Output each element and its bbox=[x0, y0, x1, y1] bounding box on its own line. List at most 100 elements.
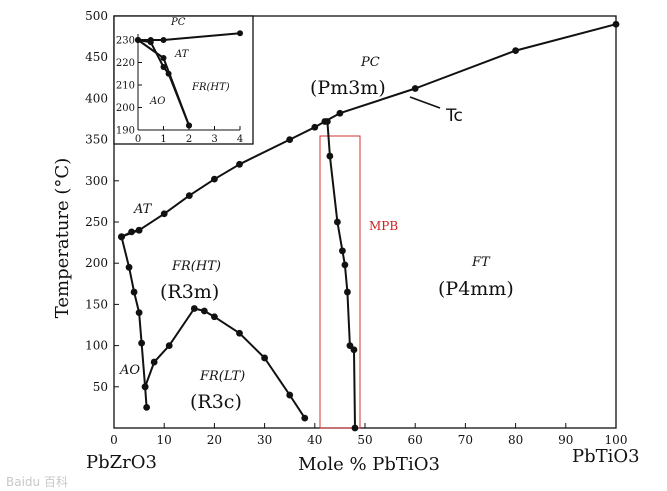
inset-data-point bbox=[160, 37, 167, 43]
label-ao: AO bbox=[119, 363, 140, 378]
y-tick-label: 50 bbox=[93, 380, 108, 394]
inset-label-at: AT bbox=[174, 49, 190, 60]
x-tick-label: 90 bbox=[558, 433, 573, 447]
data-point bbox=[512, 47, 519, 55]
x-tick-label: 70 bbox=[458, 433, 473, 447]
x-tick-label: 60 bbox=[408, 433, 423, 447]
x-axis: 0 10 20 30 40 50 60 70 80 90 100 bbox=[110, 423, 627, 447]
x-tick-label: 40 bbox=[307, 433, 322, 447]
y-tick-label: 200 bbox=[85, 256, 108, 270]
data-point bbox=[286, 136, 294, 144]
mpb-label: MPB bbox=[369, 219, 398, 233]
data-point bbox=[211, 313, 218, 321]
data-point bbox=[141, 383, 149, 391]
data-point bbox=[286, 391, 294, 399]
mpb-region bbox=[319, 135, 361, 429]
data-point bbox=[160, 210, 168, 218]
composition-label-left: PbZrO3 bbox=[86, 452, 157, 473]
x-tick-label: 20 bbox=[207, 433, 222, 447]
data-point bbox=[336, 109, 344, 117]
tc-label: Tc bbox=[445, 106, 463, 126]
x-tick-label: 10 bbox=[157, 433, 172, 447]
y-tick-label: 150 bbox=[85, 297, 108, 311]
data-point bbox=[143, 404, 151, 411]
y-axis-title: Temperature (°C) bbox=[52, 158, 73, 318]
y-tick-label: 500 bbox=[85, 9, 108, 23]
data-point bbox=[165, 342, 173, 349]
y-tick-label: 450 bbox=[85, 50, 108, 64]
data-point bbox=[411, 85, 419, 92]
data-point bbox=[190, 305, 198, 312]
inset-data-point bbox=[160, 64, 167, 70]
label-r3m: (R3m) bbox=[160, 281, 219, 303]
data-point bbox=[185, 192, 193, 200]
inset-data-point bbox=[147, 39, 154, 46]
inset-label-pc: PC bbox=[170, 17, 186, 28]
y-tick-label: 400 bbox=[85, 91, 108, 105]
data-point bbox=[150, 358, 158, 366]
inset-x-tick-label: 2 bbox=[186, 134, 192, 145]
inset-x-axis: 0 1 2 3 4 bbox=[135, 34, 243, 145]
phase-boundary-line bbox=[120, 235, 148, 409]
phase-boundary-line bbox=[326, 120, 356, 429]
data-point bbox=[344, 288, 351, 296]
y-tick-label: 100 bbox=[85, 339, 108, 353]
data-point bbox=[341, 261, 349, 269]
data-point bbox=[333, 218, 341, 226]
data-point bbox=[236, 329, 243, 337]
data-point bbox=[326, 152, 334, 160]
x-tick-label: 50 bbox=[357, 433, 372, 447]
label-at: AT bbox=[133, 202, 153, 217]
x-tick-label: 30 bbox=[257, 433, 272, 447]
watermark: Baidu 百科 bbox=[6, 475, 68, 489]
label-ft: FT bbox=[471, 255, 491, 270]
label-p4mm: (P4mm) bbox=[438, 278, 514, 300]
inset-data-point bbox=[135, 37, 141, 43]
y-tick-label: 250 bbox=[85, 215, 108, 229]
label-fr-ht: FR(HT) bbox=[171, 259, 221, 274]
inset-y-tick-label: 190 bbox=[116, 126, 135, 137]
series-layer bbox=[118, 20, 620, 432]
inset-x-tick-label: 4 bbox=[237, 134, 243, 145]
label-fr-lt: FR(LT) bbox=[199, 369, 245, 384]
data-point bbox=[125, 263, 133, 271]
tc-pointer bbox=[409, 96, 441, 109]
data-point bbox=[311, 123, 319, 131]
data-point bbox=[612, 20, 620, 28]
data-point bbox=[200, 307, 208, 315]
data-point bbox=[135, 226, 143, 234]
data-point bbox=[118, 233, 125, 241]
inset-label-fr-ht: FR(HT) bbox=[191, 82, 230, 93]
data-point bbox=[301, 414, 309, 422]
label-pm3m: (Pm3m) bbox=[310, 77, 386, 99]
label-r3c: (R3c) bbox=[190, 391, 242, 413]
inset-data-point bbox=[237, 30, 243, 37]
phase-boundary-line bbox=[144, 307, 306, 420]
data-point bbox=[211, 175, 218, 183]
inset-data-point bbox=[160, 55, 167, 61]
inset-y-tick-label: 230 bbox=[116, 36, 135, 47]
inset-series-layer bbox=[135, 30, 243, 129]
x-axis-title: Mole % PbTiO3 bbox=[298, 454, 440, 475]
data-point bbox=[128, 228, 135, 236]
data-point bbox=[350, 346, 358, 354]
x-tick-label: 100 bbox=[605, 433, 628, 447]
data-point bbox=[138, 339, 146, 347]
data-point bbox=[351, 424, 359, 432]
data-point bbox=[135, 309, 143, 317]
data-point bbox=[130, 288, 138, 296]
data-point bbox=[323, 118, 331, 125]
inset-data-point bbox=[186, 122, 192, 129]
inset-x-tick-label: 1 bbox=[160, 134, 166, 145]
inset-y-tick-label: 220 bbox=[116, 58, 135, 69]
inset-x-tick-label: 3 bbox=[211, 134, 217, 145]
inset-label-ao: AO bbox=[149, 96, 165, 107]
label-pc: PC bbox=[360, 55, 380, 70]
inset-data-point bbox=[165, 70, 172, 77]
data-point bbox=[236, 160, 243, 168]
y-tick-label: 300 bbox=[85, 174, 108, 188]
inset-boundary-line bbox=[137, 32, 241, 41]
inset-y-tick-label: 200 bbox=[116, 103, 135, 114]
composition-label-right: PbTiO3 bbox=[572, 446, 640, 467]
